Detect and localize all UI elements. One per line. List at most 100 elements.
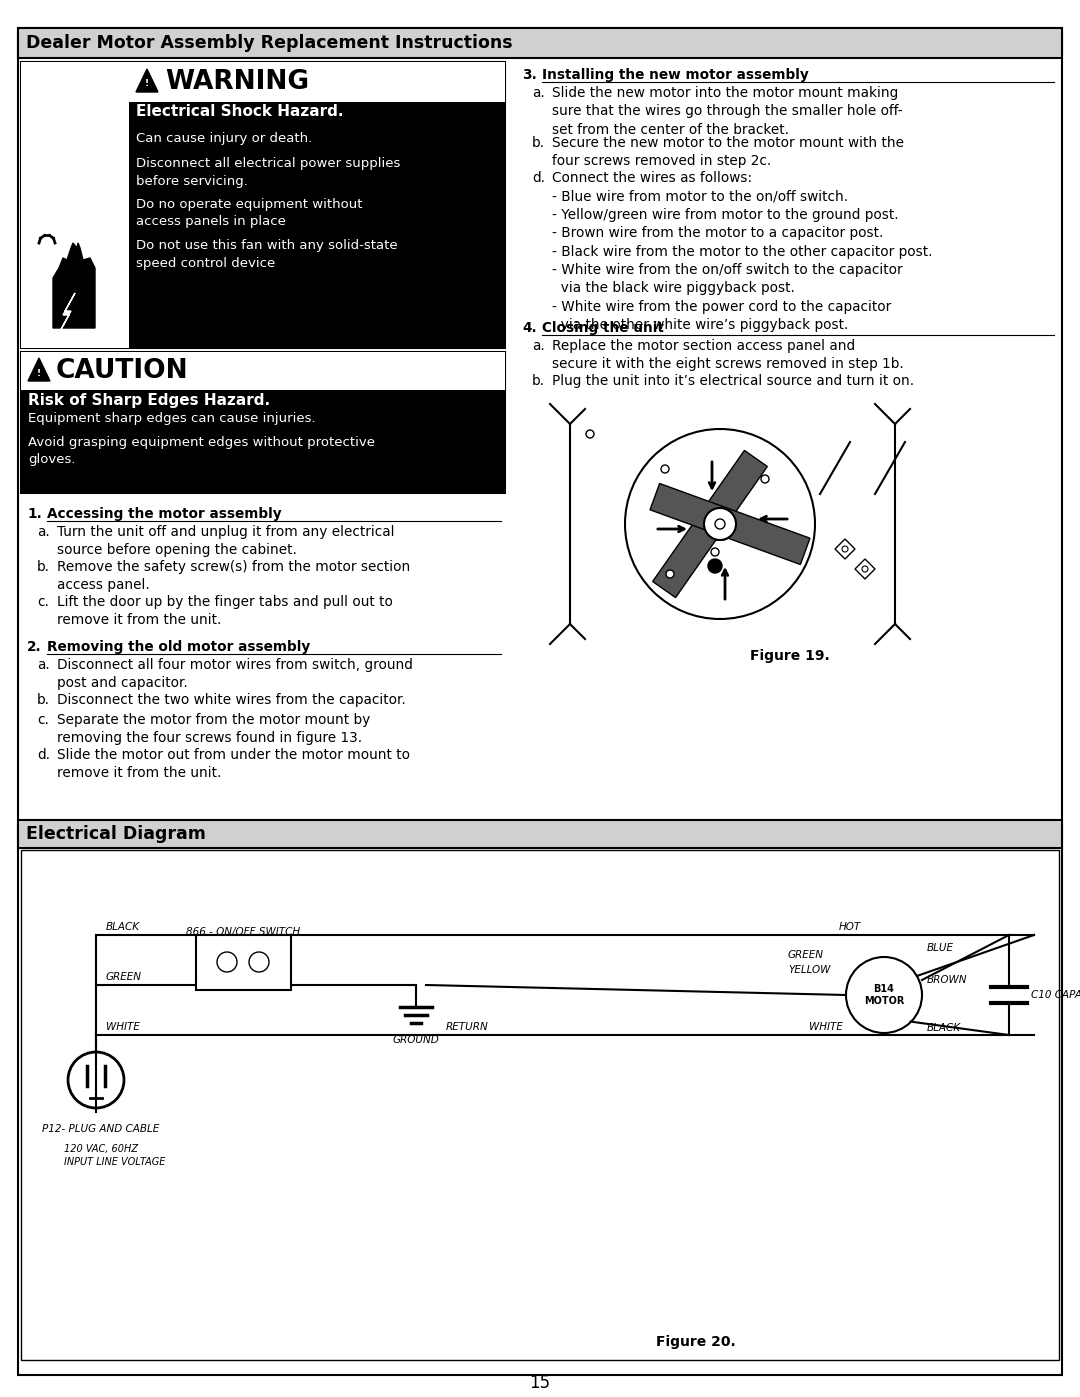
Text: 120 VAC, 60HZ
INPUT LINE VOLTAGE: 120 VAC, 60HZ INPUT LINE VOLTAGE [64, 1144, 165, 1168]
Text: 15: 15 [529, 1375, 551, 1391]
Text: b.: b. [37, 560, 50, 574]
Text: 2.: 2. [27, 640, 42, 654]
Text: BROWN: BROWN [927, 975, 968, 985]
Polygon shape [28, 358, 50, 381]
Circle shape [68, 1052, 124, 1108]
Text: 1.: 1. [27, 507, 42, 521]
Text: a.: a. [532, 339, 544, 353]
Text: Removing the old motor assembly: Removing the old motor assembly [48, 640, 310, 654]
Circle shape [708, 559, 723, 573]
Text: Disconnect the two white wires from the capacitor.: Disconnect the two white wires from the … [57, 693, 406, 707]
Polygon shape [59, 293, 75, 332]
Text: Lift the door up by the finger tabs and pull out to
remove it from the unit.: Lift the door up by the finger tabs and … [57, 595, 393, 627]
Bar [21, 61, 505, 348]
Bar [18, 820, 1062, 848]
Text: d.: d. [532, 170, 545, 184]
Text: Accessing the motor assembly: Accessing the motor assembly [48, 507, 282, 521]
Bar [21, 61, 129, 348]
Text: Can cause injury or death.: Can cause injury or death. [136, 131, 312, 145]
Circle shape [249, 951, 269, 972]
Text: Plug the unit into it’s electrical source and turn it on.: Plug the unit into it’s electrical sourc… [552, 374, 914, 388]
Text: WHITE: WHITE [809, 1023, 842, 1032]
Bar [195, 935, 291, 990]
Circle shape [625, 429, 815, 619]
Text: Secure the new motor to the motor mount with the
four screws removed in step 2c.: Secure the new motor to the motor mount … [552, 136, 904, 169]
Text: 3.: 3. [522, 68, 537, 82]
Polygon shape [136, 68, 158, 92]
Text: c.: c. [37, 712, 49, 726]
Text: WARNING: WARNING [165, 68, 309, 95]
Circle shape [217, 951, 237, 972]
Text: Risk of Sharp Edges Hazard.: Risk of Sharp Edges Hazard. [28, 393, 270, 408]
Text: HOT: HOT [839, 922, 861, 932]
Text: Equipment sharp edges can cause injuries.: Equipment sharp edges can cause injuries… [28, 412, 315, 425]
Bar [18, 28, 1062, 59]
Text: d.: d. [37, 747, 50, 761]
Text: Figure 19.: Figure 19. [750, 650, 829, 664]
Text: CAUTION: CAUTION [56, 358, 189, 384]
Text: !: ! [37, 369, 41, 377]
Bar [21, 352, 505, 390]
Text: c.: c. [37, 595, 49, 609]
Text: RETURN: RETURN [446, 1023, 489, 1032]
Text: Disconnect all electrical power supplies
before servicing.: Disconnect all electrical power supplies… [136, 156, 401, 187]
Text: Connect the wires as follows:
- Blue wire from motor to the on/off switch.
- Yel: Connect the wires as follows: - Blue wir… [552, 170, 932, 332]
Circle shape [715, 520, 725, 529]
Text: Closing the unit: Closing the unit [542, 321, 664, 335]
Text: C10 CAPACITOR: C10 CAPACITOR [1031, 990, 1080, 1000]
Text: Figure 20.: Figure 20. [656, 1336, 735, 1350]
Text: b.: b. [532, 374, 545, 388]
Text: Remove the safety screw(s) from the motor section
access panel.: Remove the safety screw(s) from the moto… [57, 560, 410, 592]
Text: a.: a. [37, 658, 50, 672]
Circle shape [661, 465, 669, 474]
Text: 866 - ON/OFF SWITCH: 866 - ON/OFF SWITCH [186, 928, 300, 937]
Polygon shape [53, 243, 95, 328]
Text: BLACK: BLACK [106, 922, 140, 932]
Circle shape [711, 548, 719, 556]
Text: b.: b. [37, 693, 50, 707]
Text: GROUND: GROUND [393, 1035, 440, 1045]
Text: GREEN: GREEN [106, 972, 141, 982]
Text: B14
MOTOR: B14 MOTOR [864, 983, 904, 1006]
Circle shape [704, 509, 735, 541]
Text: GREEN: GREEN [788, 950, 824, 960]
Circle shape [704, 509, 735, 541]
Bar [18, 820, 1062, 848]
Text: 4.: 4. [522, 321, 537, 335]
Text: Disconnect all four motor wires from switch, ground
post and capacitor.: Disconnect all four motor wires from swi… [57, 658, 413, 690]
Text: Do no operate equipment without
access panels in place: Do no operate equipment without access p… [136, 198, 363, 229]
Circle shape [761, 475, 769, 483]
Text: a.: a. [532, 87, 544, 101]
Bar [21, 352, 505, 493]
Polygon shape [855, 559, 875, 578]
Text: Installing the new motor assembly: Installing the new motor assembly [542, 68, 809, 82]
Text: Do not use this fan with any solid-state
speed control device: Do not use this fan with any solid-state… [136, 239, 397, 270]
Text: Avoid grasping equipment edges without protective
gloves.: Avoid grasping equipment edges without p… [28, 436, 375, 467]
Circle shape [586, 430, 594, 439]
Text: Electrical Shock Hazard.: Electrical Shock Hazard. [136, 103, 343, 119]
Text: Slide the motor out from under the motor mount to
remove it from the unit.: Slide the motor out from under the motor… [57, 747, 410, 781]
Circle shape [846, 957, 922, 1032]
Bar [129, 61, 505, 348]
Text: a.: a. [37, 525, 50, 539]
Polygon shape [652, 450, 768, 598]
Text: BLUE: BLUE [927, 943, 954, 953]
Text: WHITE: WHITE [106, 1023, 140, 1032]
Bar [21, 849, 1059, 1361]
Text: Electrical Diagram: Electrical Diagram [26, 826, 206, 842]
Text: Turn the unit off and unplug it from any electrical
source before opening the ca: Turn the unit off and unplug it from any… [57, 525, 394, 557]
Text: YELLOW: YELLOW [788, 965, 831, 975]
Text: P12- PLUG AND CABLE: P12- PLUG AND CABLE [42, 1125, 160, 1134]
Polygon shape [835, 539, 855, 559]
Text: Dealer Motor Assembly Replacement Instructions: Dealer Motor Assembly Replacement Instru… [26, 34, 513, 52]
Bar [129, 61, 505, 102]
Text: !: ! [145, 80, 149, 88]
Text: b.: b. [532, 136, 545, 149]
Circle shape [666, 570, 674, 578]
Text: BLACK: BLACK [927, 1023, 961, 1032]
Circle shape [862, 566, 868, 571]
Text: Separate the motor from the motor mount by
removing the four screws found in fig: Separate the motor from the motor mount … [57, 712, 370, 746]
Text: Replace the motor section access panel and
secure it with the eight screws remov: Replace the motor section access panel a… [552, 339, 904, 372]
Bar [18, 28, 1062, 59]
Circle shape [842, 546, 848, 552]
